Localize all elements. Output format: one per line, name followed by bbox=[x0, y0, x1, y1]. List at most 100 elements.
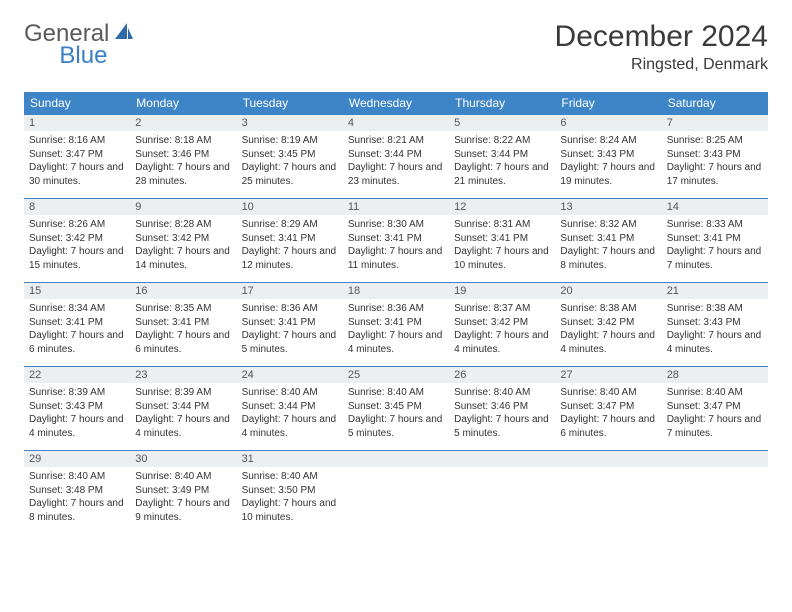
day-number: 7 bbox=[662, 115, 768, 131]
day-info: Sunrise: 8:24 AMSunset: 3:43 PMDaylight:… bbox=[555, 131, 661, 192]
calendar-cell: 1Sunrise: 8:16 AMSunset: 3:47 PMDaylight… bbox=[24, 115, 130, 199]
calendar-cell: 7Sunrise: 8:25 AMSunset: 3:43 PMDaylight… bbox=[662, 115, 768, 199]
calendar-cell: 27Sunrise: 8:40 AMSunset: 3:47 PMDayligh… bbox=[555, 367, 661, 451]
day-number: 15 bbox=[24, 283, 130, 299]
day-info: Sunrise: 8:38 AMSunset: 3:42 PMDaylight:… bbox=[555, 299, 661, 360]
calendar-table: SundayMondayTuesdayWednesdayThursdayFrid… bbox=[24, 92, 768, 535]
day-number: 16 bbox=[130, 283, 236, 299]
day-number: 13 bbox=[555, 199, 661, 215]
day-number: 30 bbox=[130, 451, 236, 467]
page-header: General Blue December 2024 Ringsted, Den… bbox=[24, 20, 768, 74]
calendar-cell: 11Sunrise: 8:30 AMSunset: 3:41 PMDayligh… bbox=[343, 199, 449, 283]
day-info: Sunrise: 8:32 AMSunset: 3:41 PMDaylight:… bbox=[555, 215, 661, 276]
day-info: Sunrise: 8:40 AMSunset: 3:44 PMDaylight:… bbox=[237, 383, 343, 444]
day-info: Sunrise: 8:35 AMSunset: 3:41 PMDaylight:… bbox=[130, 299, 236, 360]
day-number: 17 bbox=[237, 283, 343, 299]
calendar-cell: 8Sunrise: 8:26 AMSunset: 3:42 PMDaylight… bbox=[24, 199, 130, 283]
day-number: 14 bbox=[662, 199, 768, 215]
calendar-cell: 19Sunrise: 8:37 AMSunset: 3:42 PMDayligh… bbox=[449, 283, 555, 367]
calendar-cell bbox=[449, 451, 555, 535]
day-info: Sunrise: 8:18 AMSunset: 3:46 PMDaylight:… bbox=[130, 131, 236, 192]
logo: General Blue bbox=[24, 20, 185, 48]
logo-sail-icon bbox=[113, 21, 135, 48]
calendar-cell: 28Sunrise: 8:40 AMSunset: 3:47 PMDayligh… bbox=[662, 367, 768, 451]
calendar-cell: 10Sunrise: 8:29 AMSunset: 3:41 PMDayligh… bbox=[237, 199, 343, 283]
day-number: 10 bbox=[237, 199, 343, 215]
calendar-cell: 18Sunrise: 8:36 AMSunset: 3:41 PMDayligh… bbox=[343, 283, 449, 367]
day-info: Sunrise: 8:31 AMSunset: 3:41 PMDaylight:… bbox=[449, 215, 555, 276]
empty-day-header bbox=[662, 451, 768, 467]
day-info: Sunrise: 8:38 AMSunset: 3:43 PMDaylight:… bbox=[662, 299, 768, 360]
calendar-cell: 16Sunrise: 8:35 AMSunset: 3:41 PMDayligh… bbox=[130, 283, 236, 367]
day-number: 26 bbox=[449, 367, 555, 383]
day-number: 11 bbox=[343, 199, 449, 215]
day-number: 29 bbox=[24, 451, 130, 467]
calendar-cell: 30Sunrise: 8:40 AMSunset: 3:49 PMDayligh… bbox=[130, 451, 236, 535]
calendar-cell: 3Sunrise: 8:19 AMSunset: 3:45 PMDaylight… bbox=[237, 115, 343, 199]
calendar-cell: 31Sunrise: 8:40 AMSunset: 3:50 PMDayligh… bbox=[237, 451, 343, 535]
day-info: Sunrise: 8:29 AMSunset: 3:41 PMDaylight:… bbox=[237, 215, 343, 276]
calendar-cell: 6Sunrise: 8:24 AMSunset: 3:43 PMDaylight… bbox=[555, 115, 661, 199]
day-header: Sunday bbox=[24, 92, 130, 115]
day-info: Sunrise: 8:28 AMSunset: 3:42 PMDaylight:… bbox=[130, 215, 236, 276]
day-header: Monday bbox=[130, 92, 236, 115]
day-number: 24 bbox=[237, 367, 343, 383]
day-info: Sunrise: 8:36 AMSunset: 3:41 PMDaylight:… bbox=[237, 299, 343, 360]
day-number: 4 bbox=[343, 115, 449, 131]
calendar-body: 1Sunrise: 8:16 AMSunset: 3:47 PMDaylight… bbox=[24, 115, 768, 535]
title-block: December 2024 Ringsted, Denmark bbox=[555, 20, 768, 74]
calendar-cell: 14Sunrise: 8:33 AMSunset: 3:41 PMDayligh… bbox=[662, 199, 768, 283]
day-info: Sunrise: 8:37 AMSunset: 3:42 PMDaylight:… bbox=[449, 299, 555, 360]
day-info: Sunrise: 8:30 AMSunset: 3:41 PMDaylight:… bbox=[343, 215, 449, 276]
calendar-cell: 21Sunrise: 8:38 AMSunset: 3:43 PMDayligh… bbox=[662, 283, 768, 367]
calendar-cell: 20Sunrise: 8:38 AMSunset: 3:42 PMDayligh… bbox=[555, 283, 661, 367]
day-header: Tuesday bbox=[237, 92, 343, 115]
day-info: Sunrise: 8:39 AMSunset: 3:44 PMDaylight:… bbox=[130, 383, 236, 444]
calendar-cell: 9Sunrise: 8:28 AMSunset: 3:42 PMDaylight… bbox=[130, 199, 236, 283]
calendar-cell bbox=[555, 451, 661, 535]
day-info: Sunrise: 8:39 AMSunset: 3:43 PMDaylight:… bbox=[24, 383, 130, 444]
empty-day-header bbox=[343, 451, 449, 467]
calendar-week: 15Sunrise: 8:34 AMSunset: 3:41 PMDayligh… bbox=[24, 283, 768, 367]
day-number: 27 bbox=[555, 367, 661, 383]
calendar-cell bbox=[662, 451, 768, 535]
location-text: Ringsted, Denmark bbox=[555, 56, 768, 74]
day-info: Sunrise: 8:16 AMSunset: 3:47 PMDaylight:… bbox=[24, 131, 130, 192]
day-number: 18 bbox=[343, 283, 449, 299]
day-info: Sunrise: 8:40 AMSunset: 3:49 PMDaylight:… bbox=[130, 467, 236, 528]
empty-day-header bbox=[449, 451, 555, 467]
day-info: Sunrise: 8:21 AMSunset: 3:44 PMDaylight:… bbox=[343, 131, 449, 192]
day-number: 8 bbox=[24, 199, 130, 215]
day-info: Sunrise: 8:25 AMSunset: 3:43 PMDaylight:… bbox=[662, 131, 768, 192]
calendar-cell: 23Sunrise: 8:39 AMSunset: 3:44 PMDayligh… bbox=[130, 367, 236, 451]
day-number: 1 bbox=[24, 115, 130, 131]
calendar-cell bbox=[343, 451, 449, 535]
calendar-cell: 29Sunrise: 8:40 AMSunset: 3:48 PMDayligh… bbox=[24, 451, 130, 535]
day-info: Sunrise: 8:40 AMSunset: 3:47 PMDaylight:… bbox=[662, 383, 768, 444]
day-info: Sunrise: 8:40 AMSunset: 3:46 PMDaylight:… bbox=[449, 383, 555, 444]
calendar-cell: 17Sunrise: 8:36 AMSunset: 3:41 PMDayligh… bbox=[237, 283, 343, 367]
calendar-cell: 12Sunrise: 8:31 AMSunset: 3:41 PMDayligh… bbox=[449, 199, 555, 283]
day-number: 23 bbox=[130, 367, 236, 383]
day-number: 21 bbox=[662, 283, 768, 299]
day-number: 31 bbox=[237, 451, 343, 467]
day-info: Sunrise: 8:40 AMSunset: 3:48 PMDaylight:… bbox=[24, 467, 130, 528]
calendar-cell: 5Sunrise: 8:22 AMSunset: 3:44 PMDaylight… bbox=[449, 115, 555, 199]
empty-day-header bbox=[555, 451, 661, 467]
day-number: 3 bbox=[237, 115, 343, 131]
day-number: 20 bbox=[555, 283, 661, 299]
calendar-week: 1Sunrise: 8:16 AMSunset: 3:47 PMDaylight… bbox=[24, 115, 768, 199]
day-number: 5 bbox=[449, 115, 555, 131]
calendar-cell: 15Sunrise: 8:34 AMSunset: 3:41 PMDayligh… bbox=[24, 283, 130, 367]
calendar-cell: 13Sunrise: 8:32 AMSunset: 3:41 PMDayligh… bbox=[555, 199, 661, 283]
day-info: Sunrise: 8:40 AMSunset: 3:45 PMDaylight:… bbox=[343, 383, 449, 444]
logo-text-blue: Blue bbox=[59, 42, 107, 69]
calendar-cell: 4Sunrise: 8:21 AMSunset: 3:44 PMDaylight… bbox=[343, 115, 449, 199]
day-info: Sunrise: 8:33 AMSunset: 3:41 PMDaylight:… bbox=[662, 215, 768, 276]
day-number: 28 bbox=[662, 367, 768, 383]
day-header: Wednesday bbox=[343, 92, 449, 115]
calendar-week: 29Sunrise: 8:40 AMSunset: 3:48 PMDayligh… bbox=[24, 451, 768, 535]
day-number: 22 bbox=[24, 367, 130, 383]
day-header: Friday bbox=[555, 92, 661, 115]
day-number: 25 bbox=[343, 367, 449, 383]
